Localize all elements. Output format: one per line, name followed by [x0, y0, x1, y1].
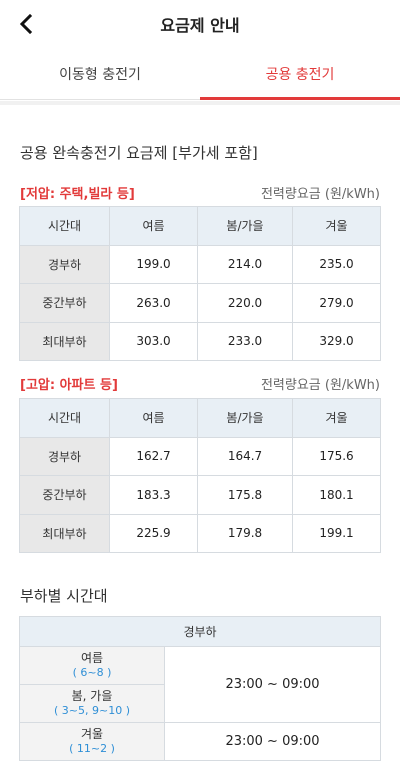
table-cell: 303.0 [109, 321, 198, 361]
table-cell: 220.0 [197, 283, 293, 323]
table-cell: 233.0 [197, 321, 293, 361]
table-cell: 180.1 [291, 475, 382, 515]
table-header-row: 시간대 여름 봄/가을 겨울 [19, 398, 382, 438]
season-range: ( 6~8 ) [72, 666, 112, 680]
season-range: ( 11~2 ) [69, 742, 115, 756]
season-name: 봄, 가을 [71, 688, 113, 703]
row-header: 중간부하 [19, 475, 110, 515]
table-row: 겨울 ( 11~2 ) 23:00 ~ 09:00 [19, 722, 381, 761]
table-cell: 263.0 [109, 283, 198, 323]
table-cell: 199.1 [291, 513, 382, 553]
high-voltage-rate-table: 시간대 여름 봄/가을 겨울 경부하 162.7 164.7 175.6 중간부… [19, 398, 382, 553]
row-header: 중간부하 [19, 283, 110, 323]
table-cell: 164.7 [197, 436, 293, 476]
table-cell: 279.0 [291, 283, 382, 323]
low-voltage-label: [저압: 주택,빌라 등] [20, 187, 135, 202]
table-cell: 162.7 [109, 436, 198, 476]
row-header: 경부하 [19, 436, 110, 476]
table-cell: 235.0 [291, 244, 382, 284]
season-cell: 여름 ( 6~8 ) [19, 646, 165, 685]
table-header-row: 시간대 여름 봄/가을 겨울 [19, 206, 382, 246]
table-cell: 179.8 [197, 513, 293, 553]
table-row: 최대부하 225.9 179.8 199.1 [19, 513, 382, 553]
time-cell: 23:00 ~ 09:00 [164, 722, 381, 761]
column-header: 시간대 [19, 206, 110, 246]
unit-label: 전력량요금 (원/kWh) [260, 378, 380, 393]
table-row: 최대부하 303.0 233.0 329.0 [19, 321, 382, 361]
season-cell: 겨울 ( 11~2 ) [19, 722, 165, 761]
load-section-title: 부하별 시간대 [20, 587, 108, 605]
column-header: 여름 [109, 398, 198, 438]
column-header: 봄/가을 [197, 206, 293, 246]
season-cell: 봄, 가을 ( 3~5, 9~10 ) [19, 684, 165, 723]
column-header: 시간대 [19, 398, 110, 438]
page-title: 요금제 안내 [160, 16, 240, 35]
row-header: 최대부하 [19, 513, 110, 553]
load-time-table: 경부하 여름 ( 6~8 ) 23:00 ~ 09:00 봄, 가을 ( 3~5… [19, 616, 381, 761]
row-header: 최대부하 [19, 321, 110, 361]
table-cell: 214.0 [197, 244, 293, 284]
high-voltage-label: [고압: 아파트 등] [20, 378, 118, 393]
table-cell: 175.8 [197, 475, 293, 515]
tab-bar: 이동형 충전기 공용 충전기 [0, 48, 400, 100]
table-cell: 329.0 [291, 321, 382, 361]
table-row: 봄, 가을 ( 3~5, 9~10 ) [19, 684, 381, 723]
season-name: 겨울 [80, 726, 104, 741]
section-divider [0, 101, 400, 105]
table-cell: 183.3 [109, 475, 198, 515]
table-row: 경부하 199.0 214.0 235.0 [19, 244, 382, 284]
column-header: 겨울 [291, 398, 382, 438]
season-range: ( 3~5, 9~10 ) [54, 704, 130, 718]
time-cell: 23:00 ~ 09:00 [164, 646, 381, 723]
table-row: 경부하 162.7 164.7 175.6 [19, 436, 382, 476]
column-header: 겨울 [291, 206, 382, 246]
low-voltage-rate-table: 시간대 여름 봄/가을 겨울 경부하 199.0 214.0 235.0 중간부… [19, 206, 382, 361]
app-bar: 요금제 안내 [0, 0, 400, 48]
tab-portable-charger[interactable]: 이동형 충전기 [59, 66, 141, 83]
table-row: 중간부하 183.3 175.8 180.1 [19, 475, 382, 515]
tab-public-charger[interactable]: 공용 충전기 [200, 48, 400, 100]
row-header: 경부하 [19, 244, 110, 284]
rate-section-title: 공용 완속충전기 요금제 [부가세 포함] [20, 144, 258, 162]
table-row: 중간부하 263.0 220.0 279.0 [19, 283, 382, 323]
unit-label: 전력량요금 (원/kWh) [260, 187, 380, 202]
table-row: 여름 ( 6~8 ) 23:00 ~ 09:00 [19, 646, 381, 723]
table-cell: 199.0 [109, 244, 198, 284]
chevron-left-icon [19, 14, 33, 34]
column-header: 봄/가을 [197, 398, 293, 438]
back-button[interactable] [10, 8, 42, 40]
column-header: 여름 [109, 206, 198, 246]
season-name: 여름 [80, 650, 104, 665]
table-cell: 175.6 [291, 436, 382, 476]
table-cell: 225.9 [109, 513, 198, 553]
column-header: 경부하 [19, 616, 381, 647]
table-header-row: 경부하 [19, 616, 381, 647]
